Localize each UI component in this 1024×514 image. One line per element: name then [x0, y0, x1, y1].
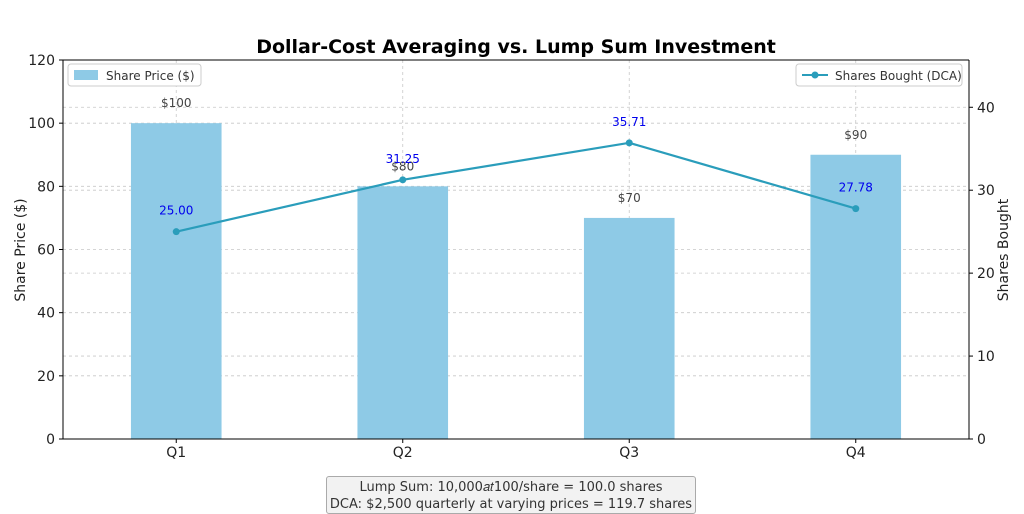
y2-tick-label: 40 [977, 100, 995, 116]
legend-line-marker [811, 71, 819, 79]
y2-tick-label: 0 [977, 432, 986, 448]
line-value-label: 27.78 [839, 181, 873, 195]
bar-value-label: $80 [391, 159, 414, 173]
legend-bar-label: Share Price ($) [106, 69, 195, 83]
legend-bar-swatch [74, 70, 98, 80]
legend-line-label: Shares Bought (DCA) [835, 69, 962, 83]
legend-bar: Share Price ($) [67, 63, 202, 87]
legend-bar-box [67, 63, 202, 87]
axes: 0 20 40 60 80 100 120 0 10 20 30 40 Q1 Q2 Q3 Q4 [28, 53, 995, 461]
line-path [176, 141, 857, 233]
legend-line-box [795, 63, 963, 87]
bar-value-label: $70 [618, 191, 641, 205]
annotation-box: Lump Sum: 10,000𝑎𝑡100/share = 100.0 shar… [326, 476, 696, 514]
y-tick-label: 100 [28, 116, 55, 132]
chart-title: Dollar-Cost Averaging vs. Lump Sum Inves… [256, 36, 776, 58]
bar-series: $100 $80 $70 $90 [130, 96, 902, 440]
line-point [399, 176, 407, 184]
y-tick-label: 0 [46, 432, 55, 448]
y2-tick-label: 30 [977, 183, 995, 199]
annotation-dca: DCA: $2,500 quarterly at varying prices … [329, 497, 693, 512]
line-value-label: 25.00 [159, 204, 193, 218]
bar-value-label: $100 [161, 96, 192, 110]
y2-axis-label: Shares Bought [996, 198, 1012, 301]
x-tick-label: Q4 [846, 445, 866, 461]
x-tick-label: Q2 [393, 445, 413, 461]
y-tick-label: 60 [37, 243, 55, 259]
bar [583, 217, 675, 439]
y2-tick-label: 20 [977, 266, 995, 282]
y-axis-label: Share Price ($) [13, 198, 29, 301]
legend-line: Shares Bought (DCA) [795, 63, 963, 87]
line-value-label: 35.71 [612, 115, 646, 129]
annotation-lump-sum: Lump Sum: 10,000𝑎𝑡100/share = 100.0 shar… [359, 480, 663, 495]
y2-tick-label: 10 [977, 349, 995, 365]
y-tick-label: 120 [28, 53, 55, 69]
x-tick-label: Q3 [619, 445, 639, 461]
line-point [852, 205, 860, 213]
y-tick-label: 40 [37, 306, 55, 322]
line-point [172, 228, 180, 236]
y-tick-label: 20 [37, 369, 55, 385]
bar [130, 123, 222, 440]
line-point [625, 139, 633, 147]
bar [357, 186, 449, 439]
y-tick-label: 80 [37, 179, 55, 195]
bar-value-label: $90 [844, 128, 867, 142]
line-value-label: 31.25 [386, 152, 420, 166]
bar [810, 154, 902, 439]
x-tick-label: Q1 [166, 445, 186, 461]
line-series: 25.00 31.25 35.71 27.78 [159, 115, 873, 236]
